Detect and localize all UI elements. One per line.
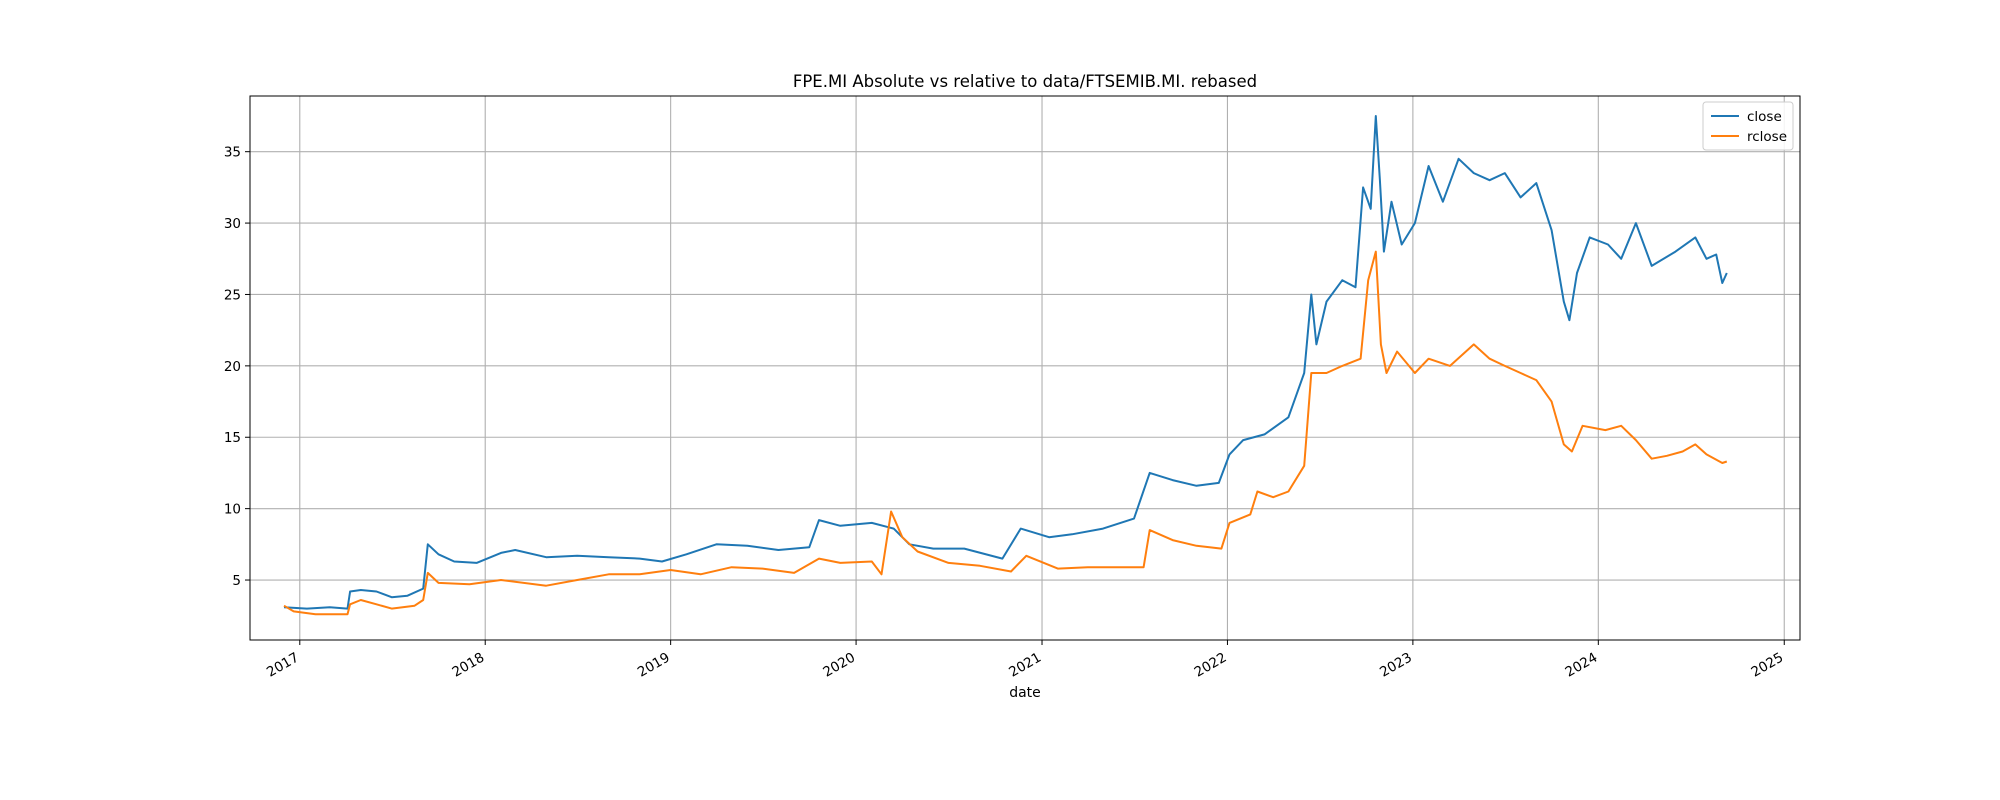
legend-label-rclose: rclose (1747, 129, 1787, 145)
y-tick-label: 35 (224, 145, 241, 161)
y-tick-label: 10 (224, 502, 241, 518)
series-line-rclose (283, 250, 1728, 616)
legend: close rclose (1702, 101, 1794, 151)
series-line-close (283, 115, 1728, 610)
y-tick-label: 30 (224, 216, 241, 232)
y-tick-label: 5 (232, 573, 241, 589)
chart-title: FPE.MI Absolute vs relative to data/FTSE… (793, 72, 1257, 91)
y-tick-label: 20 (224, 359, 241, 375)
plot-frame (249, 95, 1801, 641)
legend-label-close: close (1747, 109, 1782, 125)
legend-box (1702, 101, 1794, 151)
grid-lines (250, 96, 1800, 640)
y-tick-label: 15 (224, 430, 241, 446)
x-axis-title: date (1009, 685, 1041, 701)
y-tick-label: 25 (224, 287, 241, 303)
series-lines (283, 115, 1728, 616)
